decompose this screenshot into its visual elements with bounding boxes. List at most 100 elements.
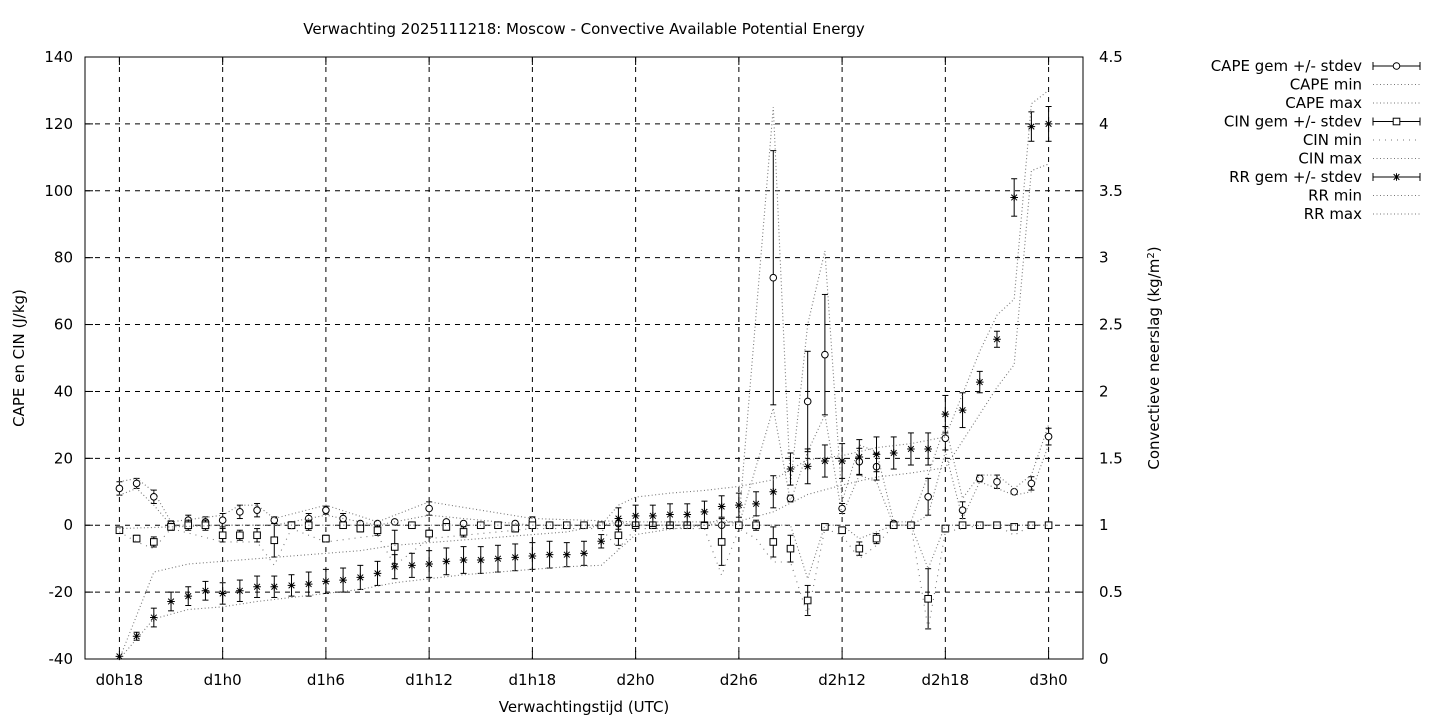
data-point — [356, 573, 365, 582]
y2-tick-label: 3.5 — [1099, 182, 1123, 200]
data-point — [838, 526, 846, 535]
data-point — [304, 580, 313, 588]
data-point — [1044, 120, 1053, 128]
y2-tick-label: 0.5 — [1099, 583, 1123, 601]
x-tick-label: d1h6 — [307, 671, 345, 689]
series-layer — [115, 90, 1053, 661]
data-point — [270, 516, 279, 525]
data-point — [545, 550, 554, 559]
y-tick-label: 120 — [44, 115, 73, 133]
x-tick-label: d1h0 — [204, 671, 242, 689]
series-5 — [119, 524, 1049, 629]
legend-label: RR min — [1308, 187, 1362, 205]
data-point — [253, 531, 261, 540]
y2-axis-label-sup: 2 — [1146, 252, 1157, 258]
data-point — [666, 510, 674, 519]
series-line — [119, 524, 1049, 629]
data-point — [1010, 193, 1018, 202]
data-point — [752, 500, 760, 508]
data-point — [924, 595, 932, 603]
data-point — [253, 582, 261, 591]
data-point — [872, 450, 881, 459]
data-point — [356, 524, 365, 533]
data-point — [855, 453, 864, 461]
x-tick-label: d2h18 — [922, 671, 970, 689]
data-point — [218, 531, 227, 540]
data-point — [700, 508, 709, 516]
series-7 — [115, 105, 1053, 661]
data-point — [1027, 521, 1036, 530]
data-point — [717, 538, 726, 546]
data-point — [184, 521, 193, 530]
data-point — [1027, 122, 1036, 131]
data-point — [958, 506, 967, 514]
data-point — [218, 589, 227, 598]
y-tick-label: 20 — [54, 449, 73, 467]
data-point — [476, 556, 485, 564]
y2-axis-label-end: ) — [1145, 246, 1163, 252]
data-point — [184, 592, 193, 600]
legend-label: CIN gem +/- stdev — [1224, 113, 1362, 131]
data-point — [270, 536, 279, 545]
data-point — [339, 576, 347, 584]
data-point — [821, 523, 829, 531]
data-point — [459, 528, 468, 536]
y-tick-label: 140 — [44, 48, 73, 66]
legend-marker — [1392, 173, 1401, 181]
y2-tick-label: 3 — [1099, 249, 1109, 267]
data-point — [821, 457, 829, 465]
data-point — [907, 445, 915, 453]
data-point — [889, 521, 898, 530]
data-point — [408, 561, 416, 570]
y-tick-label: 0 — [63, 516, 73, 534]
data-point — [236, 508, 244, 516]
data-point — [442, 523, 451, 531]
data-point — [562, 521, 571, 530]
data-point — [236, 586, 244, 595]
data-point — [167, 523, 175, 531]
data-point — [459, 556, 468, 564]
x-axis-label: Verwachtingstijd (UTC) — [499, 698, 670, 716]
data-point — [941, 434, 950, 443]
data-point — [735, 521, 743, 530]
data-point — [993, 477, 1001, 486]
data-point — [373, 526, 382, 535]
data-point — [838, 457, 846, 465]
data-point — [855, 544, 864, 553]
data-point — [218, 516, 227, 525]
grid-lines — [85, 57, 1083, 659]
data-point — [803, 397, 812, 406]
y2-tick-label: 1.5 — [1099, 449, 1123, 467]
x-tick-label: d2h0 — [617, 671, 655, 689]
data-point — [373, 569, 382, 578]
data-point — [132, 479, 141, 488]
data-point — [270, 582, 279, 591]
series-9 — [118, 90, 1049, 660]
data-point — [769, 487, 778, 496]
data-point — [150, 492, 158, 501]
series-1 — [115, 150, 1053, 530]
data-point — [201, 586, 210, 595]
y-tick-label: 80 — [54, 249, 73, 267]
legend-marker — [1392, 117, 1401, 126]
data-point — [425, 560, 433, 568]
data-point — [528, 552, 537, 560]
series-4 — [115, 518, 1053, 630]
data-point — [958, 406, 967, 414]
data-point — [1027, 479, 1036, 488]
y2-axis-label-main: Convectieve neerslag (kg/m — [1145, 259, 1163, 470]
y2-tick-label: 1 — [1099, 516, 1109, 534]
data-point — [975, 474, 984, 483]
data-point — [786, 544, 795, 553]
data-point — [769, 538, 778, 546]
data-point — [786, 465, 795, 473]
legend-label: CAPE min — [1290, 76, 1362, 94]
x-tick-label: d2h6 — [720, 671, 758, 689]
chart-title: Verwachting 2025111218: Moscow - Convect… — [303, 20, 865, 38]
series-line — [119, 107, 1050, 523]
data-point — [1010, 487, 1018, 496]
data-point — [511, 553, 519, 562]
data-point — [769, 273, 778, 282]
